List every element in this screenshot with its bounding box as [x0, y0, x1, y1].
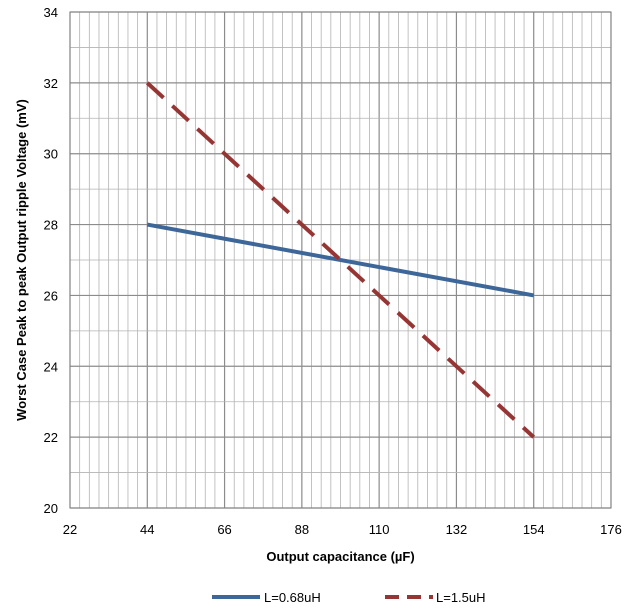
y-tick-label: 34 — [44, 5, 58, 20]
series-line-1 — [146, 222, 535, 298]
plot-grid — [69, 11, 612, 509]
x-tick-label: 132 — [446, 522, 468, 537]
series-layer — [145, 81, 536, 439]
y-tick-label: 30 — [44, 147, 58, 162]
legend-label-1: L=0.68uH — [264, 590, 321, 605]
x-tick-label: 110 — [369, 522, 390, 537]
x-tick-label: 88 — [295, 522, 309, 537]
x-tick-label: 22 — [63, 522, 77, 537]
legend-label-2: L=1.5uH — [436, 590, 486, 605]
legend: L=0.68uH L=1.5uH — [212, 590, 486, 605]
y-tick-label: 24 — [44, 359, 58, 374]
y-axis-title: Worst Case Peak to peak Output ripple Vo… — [14, 99, 29, 421]
y-tick-label: 32 — [44, 76, 58, 91]
y-tick-label: 22 — [44, 430, 58, 445]
plot-area-border — [69, 11, 612, 509]
y-axis-tick-labels: 20 22 24 26 28 30 32 34 — [44, 5, 58, 516]
x-tick-label: 44 — [140, 522, 154, 537]
x-axis-title: Output capacitance (µF) — [266, 549, 414, 564]
x-tick-label: 176 — [600, 522, 622, 537]
series-line-2 — [145, 81, 536, 439]
x-axis-tick-labels: 22 44 66 88 110 132 154 176 — [63, 522, 622, 537]
y-tick-label: 28 — [44, 218, 58, 233]
y-tick-label: 20 — [44, 501, 58, 516]
x-tick-label: 154 — [523, 522, 545, 537]
y-tick-label: 26 — [44, 288, 58, 303]
x-tick-label: 66 — [217, 522, 231, 537]
